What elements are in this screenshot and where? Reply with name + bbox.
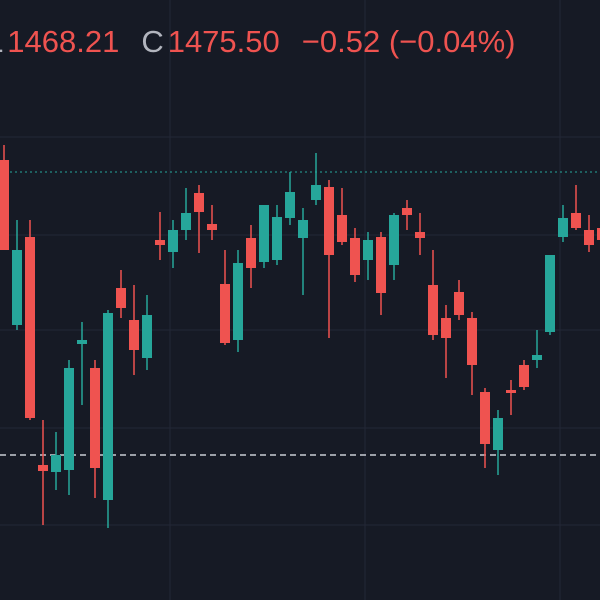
candle-body — [64, 368, 74, 470]
candle-body — [272, 217, 282, 260]
candle-body — [116, 288, 126, 308]
candle-body — [467, 318, 477, 365]
candle-body — [428, 285, 438, 335]
candle-body — [337, 215, 347, 242]
header-label: L — [0, 24, 3, 59]
candle-body — [441, 318, 451, 338]
candle-body — [402, 208, 412, 215]
candle-body — [298, 220, 308, 238]
candle-body — [376, 237, 386, 293]
header-value: 1475.50 — [168, 24, 280, 59]
candle-body — [532, 355, 542, 360]
candle-body — [311, 185, 321, 200]
candle-body — [558, 218, 568, 237]
candle-body — [155, 240, 165, 245]
candle-body — [103, 313, 113, 500]
candle-body — [545, 255, 555, 332]
candle-body — [597, 228, 600, 240]
candle-body — [519, 365, 529, 387]
candle-body — [194, 193, 204, 212]
candle-body — [571, 213, 581, 228]
candle-body — [246, 238, 256, 268]
candle-body — [363, 240, 373, 260]
candle-body — [0, 160, 9, 250]
candle-body — [77, 340, 87, 344]
candle-body — [181, 213, 191, 230]
candle-body — [415, 232, 425, 238]
candle-body — [12, 250, 22, 325]
candle-body — [506, 390, 516, 393]
candle-body — [233, 263, 243, 340]
candle-body — [38, 465, 48, 471]
candle-body — [142, 315, 152, 358]
candle-body — [324, 187, 334, 255]
candle-body — [220, 284, 230, 343]
header-value: 1468.21 — [7, 24, 119, 59]
candle-body — [285, 192, 295, 218]
candle-body — [25, 237, 35, 418]
candle-body — [350, 238, 360, 275]
candle-body — [454, 292, 464, 315]
candle-body — [480, 392, 490, 444]
candle-body — [389, 215, 399, 265]
candle-body — [259, 205, 269, 262]
candle-body — [129, 320, 139, 350]
candle-body — [493, 418, 503, 450]
candle-body — [207, 224, 217, 230]
candle-body — [168, 230, 178, 252]
candle-body — [51, 455, 61, 472]
header-label: C — [141, 24, 163, 59]
candle-body — [584, 230, 594, 245]
header-value: −0.52 (−0.04%) — [302, 24, 516, 59]
candle-body — [90, 368, 100, 468]
